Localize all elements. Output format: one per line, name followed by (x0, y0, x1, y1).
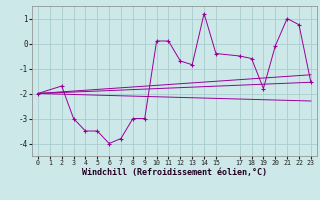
X-axis label: Windchill (Refroidissement éolien,°C): Windchill (Refroidissement éolien,°C) (82, 168, 267, 177)
